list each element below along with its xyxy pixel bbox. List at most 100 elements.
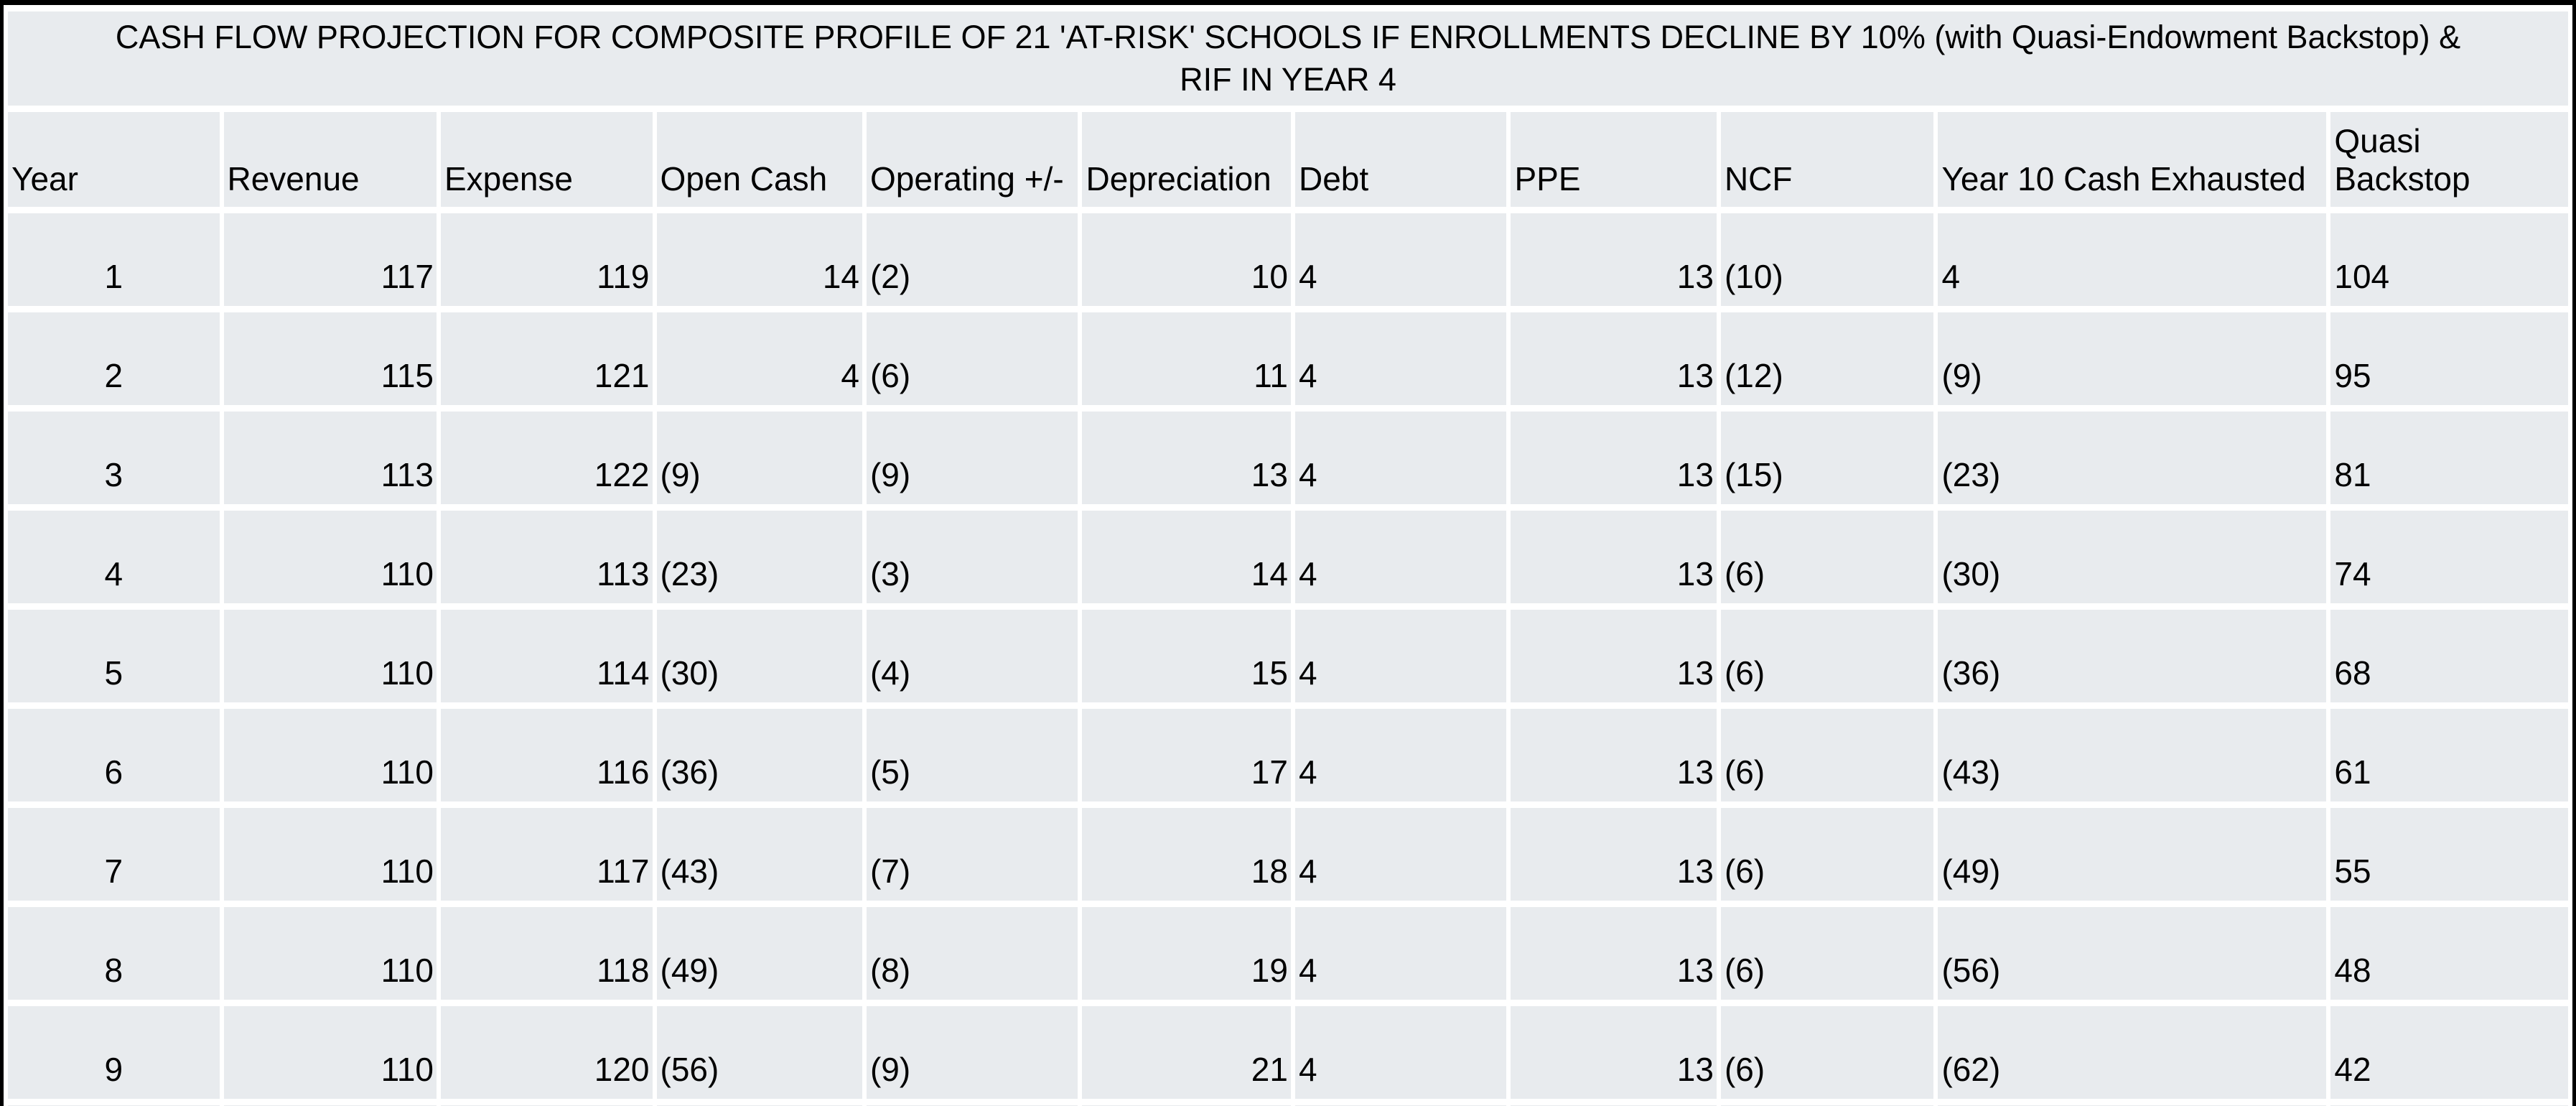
cell-ppe: 13 <box>1511 510 1717 603</box>
cell-depreciation: 21 <box>1082 1005 1291 1099</box>
column-header-year: Year <box>8 111 220 207</box>
column-header-operating: Operating +/- <box>866 111 1078 207</box>
cell-operating: (9) <box>866 1005 1078 1099</box>
cell-year-10-cash-exhausted: 4 <box>1938 213 2327 306</box>
cell-depreciation: 15 <box>1082 609 1291 702</box>
cell-open-cash: (30) <box>656 609 862 702</box>
cell-ncf: (6) <box>1720 807 1934 901</box>
cell-year: 1 <box>8 213 220 306</box>
cell-expense: 117 <box>441 807 653 901</box>
cell-depreciation: 10 <box>1082 213 1291 306</box>
table-row: 1 117 119 14 (2) 10 4 13 (10) 4 104 <box>8 213 2568 306</box>
table-row: 6 110 116 (36) (5) 17 4 13 (6) (43) 61 <box>8 708 2568 801</box>
cell-revenue: 110 <box>223 708 437 801</box>
column-header-depreciation: Depreciation <box>1082 111 1291 207</box>
cell-ncf: (6) <box>1720 906 1934 1000</box>
cell-year: 4 <box>8 510 220 603</box>
cell-year-10-cash-exhausted: (43) <box>1938 708 2327 801</box>
cell-expense: 113 <box>441 510 653 603</box>
table-row: 7 110 117 (43) (7) 18 4 13 (6) (49) 55 <box>8 807 2568 901</box>
table-row: 4 110 113 (23) (3) 14 4 13 (6) (30) 74 <box>8 510 2568 603</box>
cell-debt: 4 <box>1294 411 1507 504</box>
cell-expense: 114 <box>441 609 653 702</box>
cell-ncf: (12) <box>1720 312 1934 405</box>
cell-operating: (2) <box>866 213 1078 306</box>
cell-depreciation: 11 <box>1082 312 1291 405</box>
cell-debt: 4 <box>1294 807 1507 901</box>
cell-ppe: 13 <box>1511 807 1717 901</box>
cell-quasi-backstop: 55 <box>2330 807 2568 901</box>
cell-operating: (6) <box>866 312 1078 405</box>
column-header-debt: Debt <box>1294 111 1507 207</box>
cell-ncf: (6) <box>1720 1105 1934 1106</box>
table-title-cell: CASH FLOW PROJECTION FOR COMPOSITE PROFI… <box>8 11 2568 106</box>
cell-debt: 4 <box>1294 609 1507 702</box>
cell-open-cash: (36) <box>656 708 862 801</box>
cell-revenue: 110 <box>223 807 437 901</box>
cell-ppe: 13 <box>1511 1105 1717 1106</box>
cell-debt: 4 <box>1294 1005 1507 1099</box>
cell-depreciation: 14 <box>1082 510 1291 603</box>
cell-depreciation: 22 <box>1082 1105 1291 1106</box>
cell-ppe: 13 <box>1511 609 1717 702</box>
cell-expense: 121 <box>441 312 653 405</box>
cell-year-10-cash-exhausted: (62) <box>1938 1005 2327 1099</box>
cell-year: 10 <box>8 1105 220 1106</box>
cell-year-10-cash-exhausted: (30) <box>1938 510 2327 603</box>
cash-flow-projection-table: CASH FLOW PROJECTION FOR COMPOSITE PROFI… <box>4 5 2572 1106</box>
cell-ncf: (6) <box>1720 708 1934 801</box>
cell-debt: 4 <box>1294 312 1507 405</box>
cell-quasi-backstop: 81 <box>2330 411 2568 504</box>
cell-revenue: 110 <box>223 1105 437 1106</box>
cell-ncf: (6) <box>1720 1005 1934 1099</box>
cell-quasi-backstop: 42 <box>2330 1005 2568 1099</box>
cell-revenue: 110 <box>223 609 437 702</box>
cell-quasi-backstop: 61 <box>2330 708 2568 801</box>
cell-operating: (8) <box>866 906 1078 1000</box>
cell-year: 8 <box>8 906 220 1000</box>
cell-operating: (9) <box>866 411 1078 504</box>
cell-ncf: (6) <box>1720 510 1934 603</box>
title-row: CASH FLOW PROJECTION FOR COMPOSITE PROFI… <box>8 11 2568 106</box>
column-header-revenue: Revenue <box>223 111 437 207</box>
cell-operating: (4) <box>866 609 1078 702</box>
cell-debt: 4 <box>1294 1105 1507 1106</box>
cell-open-cash: 4 <box>656 312 862 405</box>
cell-open-cash: (43) <box>656 807 862 901</box>
cell-quasi-backstop: 35 <box>2330 1105 2568 1106</box>
table-title: CASH FLOW PROJECTION FOR COMPOSITE PROFI… <box>115 19 2461 98</box>
column-header-ncf: NCF <box>1720 111 1934 207</box>
table-row: 3 113 122 (9) (9) 13 4 13 (15) (23) 81 <box>8 411 2568 504</box>
cell-debt: 4 <box>1294 213 1507 306</box>
cell-year-10-cash-exhausted: (56) <box>1938 906 2327 1000</box>
cell-ppe: 13 <box>1511 411 1717 504</box>
cell-depreciation: 13 <box>1082 411 1291 504</box>
cell-expense: 119 <box>441 213 653 306</box>
cell-open-cash: (62) <box>656 1105 862 1106</box>
cell-operating: (3) <box>866 510 1078 603</box>
cell-open-cash: (56) <box>656 1005 862 1099</box>
cell-revenue: 117 <box>223 213 437 306</box>
cell-open-cash: (49) <box>656 906 862 1000</box>
cell-year: 3 <box>8 411 220 504</box>
column-header-year-10-cash-exhausted: Year 10 Cash Exhausted <box>1938 111 2327 207</box>
cell-debt: 4 <box>1294 906 1507 1000</box>
column-header-ppe: PPE <box>1511 111 1717 207</box>
cell-year: 7 <box>8 807 220 901</box>
cell-quasi-backstop: 68 <box>2330 609 2568 702</box>
table-row: 10110 121(62) (11) 224 13(6) (69)35 <box>8 1105 2568 1106</box>
cell-operating: (11) <box>866 1105 1078 1106</box>
cell-revenue: 110 <box>223 906 437 1000</box>
cell-revenue: 115 <box>223 312 437 405</box>
cell-ppe: 13 <box>1511 708 1717 801</box>
cell-ncf: (10) <box>1720 213 1934 306</box>
cell-quasi-backstop: 95 <box>2330 312 2568 405</box>
cell-expense: 116 <box>441 708 653 801</box>
column-header-open-cash: Open Cash <box>656 111 862 207</box>
cell-year-10-cash-exhausted: (9) <box>1938 312 2327 405</box>
table-row: 2 115 121 4 (6) 11 4 13 (12) (9) 95 <box>8 312 2568 405</box>
cell-quasi-backstop: 74 <box>2330 510 2568 603</box>
table-row: 5 110 114 (30) (4) 15 4 13 (6) (36) 68 <box>8 609 2568 702</box>
cell-open-cash: (9) <box>656 411 862 504</box>
